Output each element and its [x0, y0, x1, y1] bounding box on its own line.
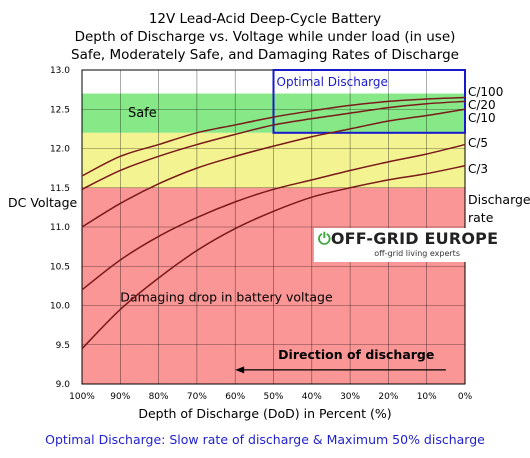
logo-tagline: off-grid living experts	[374, 249, 460, 258]
brand-logo: ⏻OFF-GRID EUROPE off-grid living experts	[314, 228, 498, 262]
series-label-c-100: C/100	[468, 85, 503, 99]
x-tick-label: 50%	[263, 392, 283, 402]
series-label-c-10: C/10	[468, 111, 496, 125]
series-label-c-5: C/5	[468, 136, 488, 150]
series-line-c-5	[81, 143, 466, 291]
x-tick-label: 10%	[417, 392, 437, 402]
legend-title-line-1: Discharge	[468, 192, 530, 207]
x-axis-label: Depth of Discharge (DoD) in Percent (%)	[138, 406, 392, 421]
series-line-c-20	[81, 100, 466, 190]
x-tick-label: 20%	[378, 392, 398, 402]
y-axis-label: DC Voltage	[8, 195, 78, 210]
power-icon: ⏻	[318, 229, 331, 248]
zone-label-safe: Safe	[128, 106, 157, 121]
y-tick-label: 12.5	[50, 105, 70, 115]
x-tick-label: 0%	[458, 392, 473, 402]
y-tick-label: 11.5	[50, 184, 70, 194]
x-tick-label: 70%	[187, 392, 207, 402]
series-label-c-20: C/20	[468, 98, 496, 112]
series-line-c-10	[81, 108, 466, 228]
logo-wordmark: ⏻OFF-GRID EUROPE	[318, 229, 498, 249]
y-tick-label: 13.0	[50, 66, 70, 76]
chart-subtitle-1: Depth of Discharge vs. Voltage while und…	[74, 29, 456, 45]
discharge-arrow-head	[235, 366, 245, 374]
optimal-discharge-label: Optimal Discharge	[277, 75, 388, 89]
series-label-c-3: C/3	[468, 162, 488, 176]
series-line-c-100	[81, 96, 466, 177]
x-tick-label: 80%	[149, 392, 169, 402]
y-tick-label: 9.0	[56, 380, 71, 390]
logo-text: OFF-GRID EUROPE	[330, 229, 499, 248]
x-tick-label: 40%	[302, 392, 322, 402]
y-tick-label: 10.5	[50, 262, 70, 272]
zone-label-damaging: Damaging drop in battery voltage	[120, 290, 333, 305]
x-tick-label: 60%	[225, 392, 245, 402]
y-tick-label: 10.0	[50, 302, 70, 312]
chart-subtitle-2: Safe, Moderately Safe, and Damaging Rate…	[71, 47, 459, 63]
caption: Optimal Discharge: Slow rate of discharg…	[45, 432, 485, 447]
direction-of-discharge-label: Direction of discharge	[278, 347, 434, 362]
y-tick-label: 11.0	[50, 223, 70, 233]
y-tick-label: 12.0	[50, 145, 70, 155]
series-line-c-3	[81, 165, 466, 350]
x-tick-label: 100%	[69, 392, 95, 402]
x-tick-label: 90%	[110, 392, 130, 402]
y-tick-label: 9.5	[56, 341, 70, 351]
chart-title: 12V Lead-Acid Deep-Cycle Battery	[148, 11, 382, 27]
x-tick-label: 30%	[340, 392, 360, 402]
legend-title-line-2: rate	[468, 210, 494, 225]
